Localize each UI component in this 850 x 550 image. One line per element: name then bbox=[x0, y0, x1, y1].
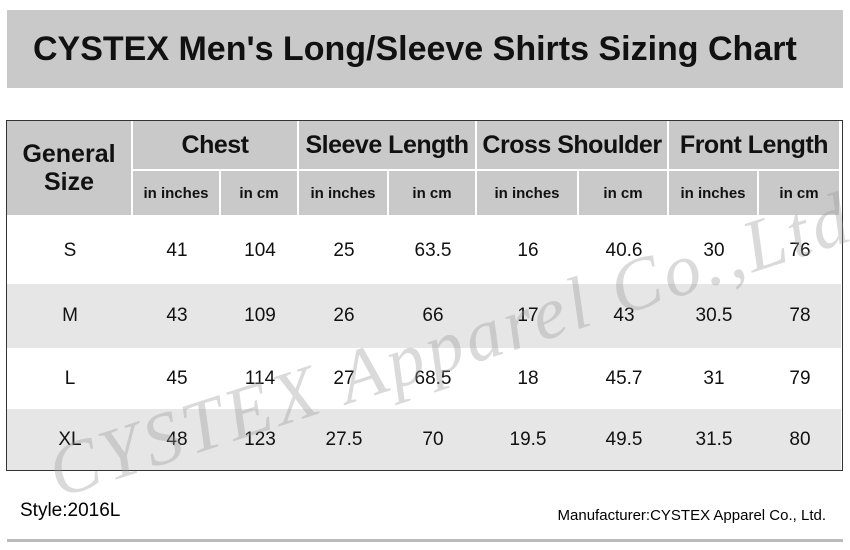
style-code: Style:2016L bbox=[20, 500, 121, 521]
group-header: Front Length bbox=[669, 121, 841, 171]
value-cell: 80 bbox=[789, 428, 811, 450]
value-cell: 40.6 bbox=[605, 239, 643, 261]
manufacturer: Manufacturer:CYSTEX Apparel Co., Ltd. bbox=[557, 507, 826, 524]
value-cell: 78 bbox=[789, 305, 811, 326]
value-cell: 30 bbox=[703, 239, 725, 261]
value-cell: 41 bbox=[166, 239, 188, 261]
value-cell: 31.5 bbox=[695, 428, 733, 450]
value-cell: 104 bbox=[244, 239, 276, 261]
title: CYSTEX Men's Long/Sleeve Shirts Sizing C… bbox=[7, 10, 843, 88]
value-cell: 114 bbox=[244, 367, 276, 389]
row-band bbox=[7, 348, 841, 409]
value-cell: 109 bbox=[244, 305, 276, 326]
value-cell: 66 bbox=[422, 305, 444, 326]
row-band bbox=[7, 409, 841, 470]
unit-header: in cm bbox=[389, 171, 477, 217]
unit-header: in cm bbox=[221, 171, 299, 217]
value-cell: 45 bbox=[166, 367, 188, 389]
row-band bbox=[7, 284, 841, 348]
value-cell: 31 bbox=[703, 367, 725, 389]
value-cell: 79 bbox=[789, 367, 811, 389]
row-band bbox=[7, 217, 841, 284]
unit-header: in inches bbox=[299, 171, 389, 217]
value-cell: 17 bbox=[517, 305, 539, 326]
unit-header: in cm bbox=[759, 171, 841, 217]
value-cell: 19.5 bbox=[509, 428, 547, 450]
value-cell: 48 bbox=[166, 428, 188, 450]
value-cell: 43 bbox=[613, 305, 635, 326]
unit-header: in cm bbox=[579, 171, 669, 217]
value-cell: 123 bbox=[244, 428, 276, 450]
value-cell: 45.7 bbox=[605, 367, 643, 389]
value-cell: 27.5 bbox=[325, 428, 363, 450]
unit-header: in inches bbox=[133, 171, 221, 217]
group-header: Sleeve Length bbox=[299, 121, 477, 171]
value-cell: 70 bbox=[422, 428, 444, 450]
value-cell: 27 bbox=[333, 367, 355, 389]
value-cell: 18 bbox=[517, 367, 539, 389]
value-cell: 16 bbox=[517, 239, 539, 261]
size-cell: S bbox=[63, 239, 77, 261]
group-header: Chest bbox=[133, 121, 299, 171]
unit-header: in inches bbox=[477, 171, 579, 217]
corner-header: General Size bbox=[7, 121, 133, 217]
value-cell: 49.5 bbox=[605, 428, 643, 450]
size-table: General Size Chest in inches in cm Sleeve Le… bbox=[6, 120, 843, 471]
size-cell: L bbox=[64, 367, 76, 389]
unit-header: in inches bbox=[669, 171, 759, 217]
size-cell: XL bbox=[58, 428, 82, 450]
footer-rule bbox=[7, 539, 843, 542]
group-header: Cross Shoulder bbox=[477, 121, 669, 171]
value-cell: 76 bbox=[789, 239, 811, 261]
value-cell: 30.5 bbox=[695, 305, 733, 326]
value-cell: 25 bbox=[333, 239, 355, 261]
value-cell: 68.5 bbox=[414, 367, 452, 389]
value-cell: 63.5 bbox=[414, 239, 452, 261]
value-cell: 26 bbox=[333, 305, 355, 326]
size-cell: M bbox=[62, 305, 78, 326]
value-cell: 43 bbox=[166, 305, 188, 326]
